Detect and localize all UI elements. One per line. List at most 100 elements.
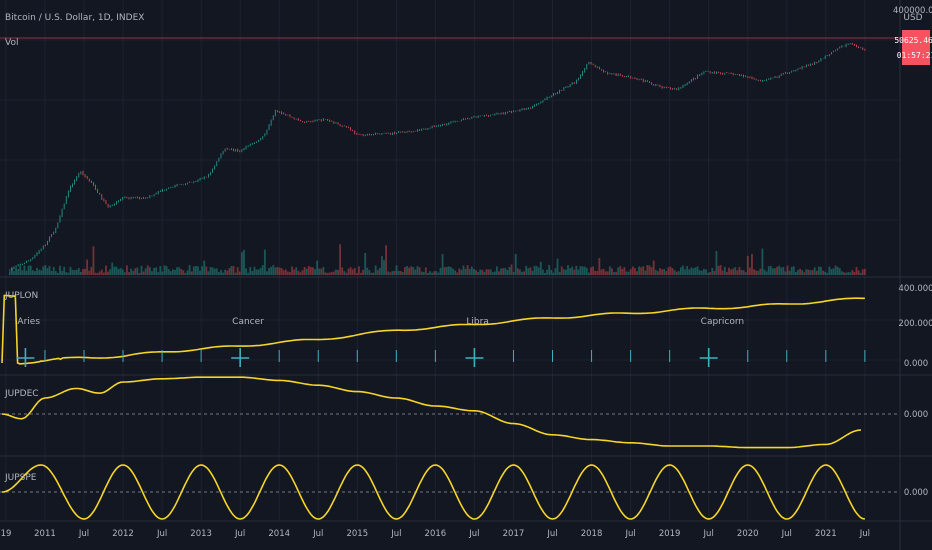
volume-bar <box>395 265 398 275</box>
volume-bar <box>707 272 709 275</box>
volume-bar <box>107 271 109 275</box>
volume-bar <box>362 269 365 275</box>
volume-bar <box>211 267 214 275</box>
volume-bar <box>190 271 193 275</box>
volume-bar <box>42 266 45 275</box>
volume-bar <box>464 268 467 275</box>
volume-bar <box>174 269 176 275</box>
volume-bar <box>537 267 540 275</box>
volume-bar <box>458 268 461 275</box>
jupdec-title[interactable]: JUPDEC <box>4 389 39 399</box>
volume-bar <box>788 270 791 275</box>
volume-bar <box>291 266 293 275</box>
volume-bar <box>268 268 270 275</box>
volume-bar <box>613 272 615 275</box>
volume-bar <box>274 267 277 275</box>
volume-bar <box>100 269 103 275</box>
volume-bar <box>240 252 243 275</box>
x-axis-tick-label: Jul <box>546 529 557 539</box>
volume-bar <box>717 265 720 275</box>
volume-bar <box>830 269 833 275</box>
x-axis-tick-label: 2017 <box>503 529 525 539</box>
volume-bar <box>412 267 415 275</box>
volume-bar <box>266 271 268 275</box>
volume-bar <box>25 270 28 275</box>
volume-bar <box>138 272 141 275</box>
volume-bar <box>857 270 860 275</box>
x-axis-tick-label: 2015 <box>346 529 368 539</box>
volume-bar <box>656 271 659 275</box>
volume-bar <box>17 268 20 275</box>
volume-bar <box>673 270 676 275</box>
volume-bar <box>303 266 306 275</box>
volume-bar <box>483 271 486 275</box>
volume-bar <box>447 266 450 275</box>
volume-bar <box>805 269 808 275</box>
volume-bar <box>769 265 772 275</box>
volume-bar <box>165 266 168 275</box>
volume-bar <box>778 265 781 275</box>
volume-bar <box>401 272 404 275</box>
volume-bar <box>247 272 250 275</box>
volume-bar <box>111 262 114 275</box>
volume-bar <box>209 266 212 275</box>
volume-bar <box>755 270 758 275</box>
volume-bar <box>663 268 666 275</box>
volume-bar <box>167 269 170 275</box>
volume-bar <box>487 269 490 275</box>
price-badge-value: 50625.465 <box>894 36 932 45</box>
currency-label[interactable]: USD <box>903 13 922 23</box>
volume-bar <box>638 266 640 275</box>
volume-bar <box>646 265 649 275</box>
volume-bar <box>263 249 266 275</box>
volume-bar <box>61 270 63 275</box>
volume-bar <box>792 266 795 275</box>
volume-bar <box>539 261 542 275</box>
volume-label[interactable]: Vol <box>5 38 18 48</box>
juplon-pane: Aries Cancer Libra Capricorn <box>1 293 866 367</box>
juplon-title[interactable]: JUPLON <box>4 291 38 301</box>
volume-bar <box>309 267 312 275</box>
volume-bar <box>238 271 241 275</box>
volume-bar <box>84 268 86 275</box>
volume-bar <box>569 268 571 275</box>
juplon-sign-label: Cancer <box>232 317 264 327</box>
juplon-series-line <box>1 293 865 365</box>
volume-bar <box>784 271 787 275</box>
volume-bar <box>272 265 275 275</box>
volume-bar <box>757 270 760 275</box>
volume-bar <box>780 267 783 275</box>
volume-bar <box>119 267 122 275</box>
volume-bar <box>514 253 517 275</box>
volume-bar <box>157 272 160 275</box>
volume-bar <box>723 266 726 275</box>
volume-bar <box>98 271 101 275</box>
volume-bar <box>38 269 40 275</box>
volume-bar <box>840 271 843 275</box>
volume-bar <box>50 271 53 275</box>
volume-bar <box>77 267 80 275</box>
jupspe-title[interactable]: JUPSPE <box>4 473 37 483</box>
symbol-title[interactable]: Bitcoin / U.S. Dollar, 1D, INDEX <box>5 13 144 23</box>
volume-bar <box>228 268 231 275</box>
volume-bar <box>130 268 132 275</box>
volume-bar <box>640 267 643 275</box>
volume-bar <box>316 260 319 275</box>
volume-bar <box>659 268 661 275</box>
volume-bar <box>278 267 281 275</box>
volume-bar <box>102 272 105 275</box>
volume-bar <box>481 269 484 275</box>
x-axis-tick-label: 2020 <box>737 529 759 539</box>
volume-bar <box>682 265 684 275</box>
volume-bar <box>326 272 329 275</box>
volume-bar <box>364 252 367 275</box>
volume-bar <box>815 270 818 275</box>
volume-bar <box>734 267 737 275</box>
volume-bar <box>295 267 298 275</box>
volume-bar <box>203 260 206 275</box>
volume-bar <box>560 266 563 275</box>
volume-bar <box>642 266 645 275</box>
volume-bar <box>284 269 287 275</box>
volume-bar <box>650 267 653 275</box>
volume-bar <box>485 269 488 275</box>
